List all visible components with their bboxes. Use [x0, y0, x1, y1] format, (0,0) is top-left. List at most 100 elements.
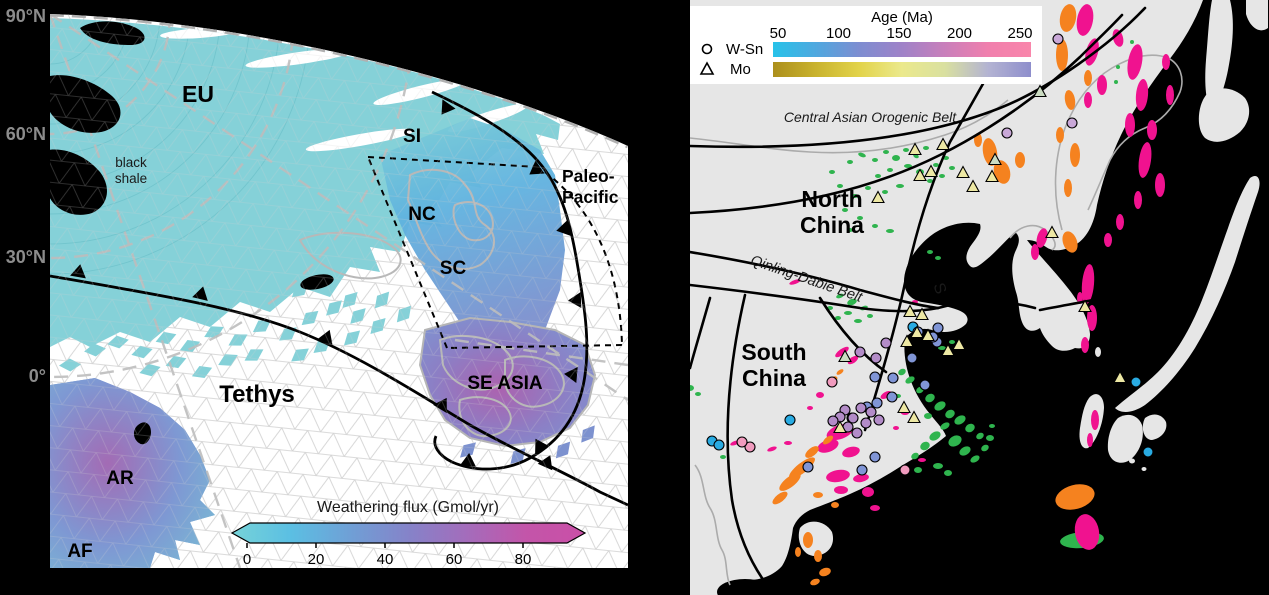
green-granite-patch	[882, 190, 888, 194]
green-granite-patch	[911, 452, 919, 460]
paleo-map	[50, 14, 628, 568]
mo-deposit-marker	[900, 334, 914, 348]
label-nc: NC	[408, 204, 436, 225]
magenta-granite-patch	[817, 439, 839, 453]
magenta-granite-patch	[1135, 79, 1149, 111]
orange-granite-patch	[836, 369, 844, 375]
kyushu-island	[1107, 414, 1143, 463]
magenta-granite-patch	[1155, 173, 1165, 197]
wsn-symbol-icon	[701, 43, 713, 55]
green-granite-patch	[935, 256, 941, 260]
mo-deposit-marker	[913, 168, 927, 182]
orange-granite-patch	[993, 160, 1011, 184]
green-granite-patch	[965, 423, 975, 433]
weathering-flux-colorbar: Weathering flux (Gmol/yr) 0 20 40 60 80	[230, 499, 587, 568]
label-tethys: Tethys	[219, 381, 295, 408]
legend-tick-label: 150	[886, 25, 911, 42]
colorbar-gradient-bar	[230, 522, 587, 544]
label-south-china-2: China	[742, 365, 806, 391]
orange-granite-patch	[813, 492, 823, 498]
wsn-deposit-marker	[865, 406, 877, 418]
wsn-deposit-marker	[736, 436, 748, 448]
mo-deposit-marker	[956, 165, 970, 179]
magenta-granite-patch	[870, 505, 880, 511]
green-granite-patch	[903, 148, 909, 152]
magenta-granite-patch	[767, 446, 777, 452]
wsn-deposit-marker	[906, 352, 918, 364]
magenta-granite-patch	[1076, 4, 1094, 36]
magenta-granite-patch	[1087, 433, 1093, 447]
green-granite-patch	[865, 186, 871, 190]
green-granite-patch	[837, 184, 843, 188]
green-granite-patch	[929, 431, 941, 441]
magenta-granite-patch	[807, 406, 813, 410]
label-south-china-1: South	[741, 339, 806, 365]
ryukyu-island-3	[1141, 467, 1147, 471]
legend-title: Age (Ma)	[871, 9, 933, 26]
magenta-granite-patch	[816, 392, 824, 398]
magenta-granite-patch	[784, 441, 792, 445]
orange-granite-patch	[1056, 127, 1064, 143]
green-granite-patch	[914, 467, 922, 473]
green-granite-patch	[954, 415, 966, 425]
magenta-granite-patch	[1162, 54, 1170, 70]
mo-deposit-marker	[903, 304, 917, 318]
colorbar-tick-label: 60	[446, 551, 463, 568]
wsn-deposit-marker	[886, 391, 898, 403]
green-granite-patch	[690, 385, 694, 391]
legend-tick-labels: 50 100 150 200 250	[770, 25, 1033, 42]
wsn-deposit-marker	[1142, 446, 1154, 458]
green-granite-patch	[896, 184, 904, 188]
label-black-shale-2: shale	[115, 171, 147, 186]
mo-deposit-marker	[1045, 225, 1059, 239]
green-granite-patch	[887, 168, 893, 172]
green-granite-patch	[829, 170, 835, 174]
green-granite-patch	[695, 392, 701, 396]
green-granite-patch	[933, 163, 939, 167]
label-eu: EU	[182, 81, 214, 107]
mo-deposit-marker	[966, 179, 980, 193]
age-legend: Age (Ma) 50 100 150 200 250 W-Sn Mo	[690, 6, 1042, 84]
label-ar: AR	[106, 468, 134, 489]
magenta-granite-patch	[1036, 228, 1048, 248]
mo-deposit-marker	[907, 410, 921, 424]
country-borders	[690, 54, 1183, 586]
wsn-deposit-marker	[880, 337, 892, 349]
honshu-island	[1115, 175, 1260, 412]
orange-granite-patch	[1084, 70, 1092, 86]
green-granite-patch	[883, 150, 889, 154]
legend-tick-label: 250	[1007, 25, 1032, 42]
green-granite-patch	[927, 179, 933, 183]
orange-granite-patch	[810, 578, 820, 586]
green-granite-patch	[934, 401, 946, 411]
green-granite-patch	[939, 174, 945, 178]
mo-deposit-marker	[1078, 299, 1092, 313]
green-granite-patch	[1130, 40, 1134, 44]
magenta-granite-patch	[1116, 214, 1124, 230]
orange-granite-patch	[803, 532, 813, 548]
orange-granite-patch	[1064, 90, 1076, 110]
magenta-granite-patch	[1112, 29, 1124, 47]
kuril-corner	[1246, 0, 1268, 31]
green-granite-patch	[892, 155, 900, 161]
colorbar-tick-label: 0	[243, 551, 251, 568]
mo-symbol-icon	[699, 61, 715, 75]
mo-deposit-marker	[897, 400, 911, 414]
mo-deposit-marker	[936, 137, 950, 151]
label-sc: SC	[440, 258, 467, 279]
magenta-granite-patch	[1147, 120, 1157, 140]
orange-granite-patch	[772, 491, 788, 505]
latitude-label-60n: 60°N	[6, 124, 46, 144]
ryukyu-island-2	[1129, 458, 1135, 464]
green-granite-patch	[852, 194, 858, 198]
label-sulu-partial: S	[930, 281, 949, 296]
ryukyu-island-1	[1117, 449, 1123, 455]
green-granite-patch	[981, 444, 989, 452]
green-granite-patch	[924, 413, 932, 419]
wsn-deposit-marker	[873, 414, 885, 426]
legend-tick-label: 100	[826, 25, 851, 42]
wsn-deposit-marker	[1066, 117, 1078, 129]
mo-deposit-marker	[921, 328, 935, 342]
green-granite-patch	[938, 346, 946, 350]
